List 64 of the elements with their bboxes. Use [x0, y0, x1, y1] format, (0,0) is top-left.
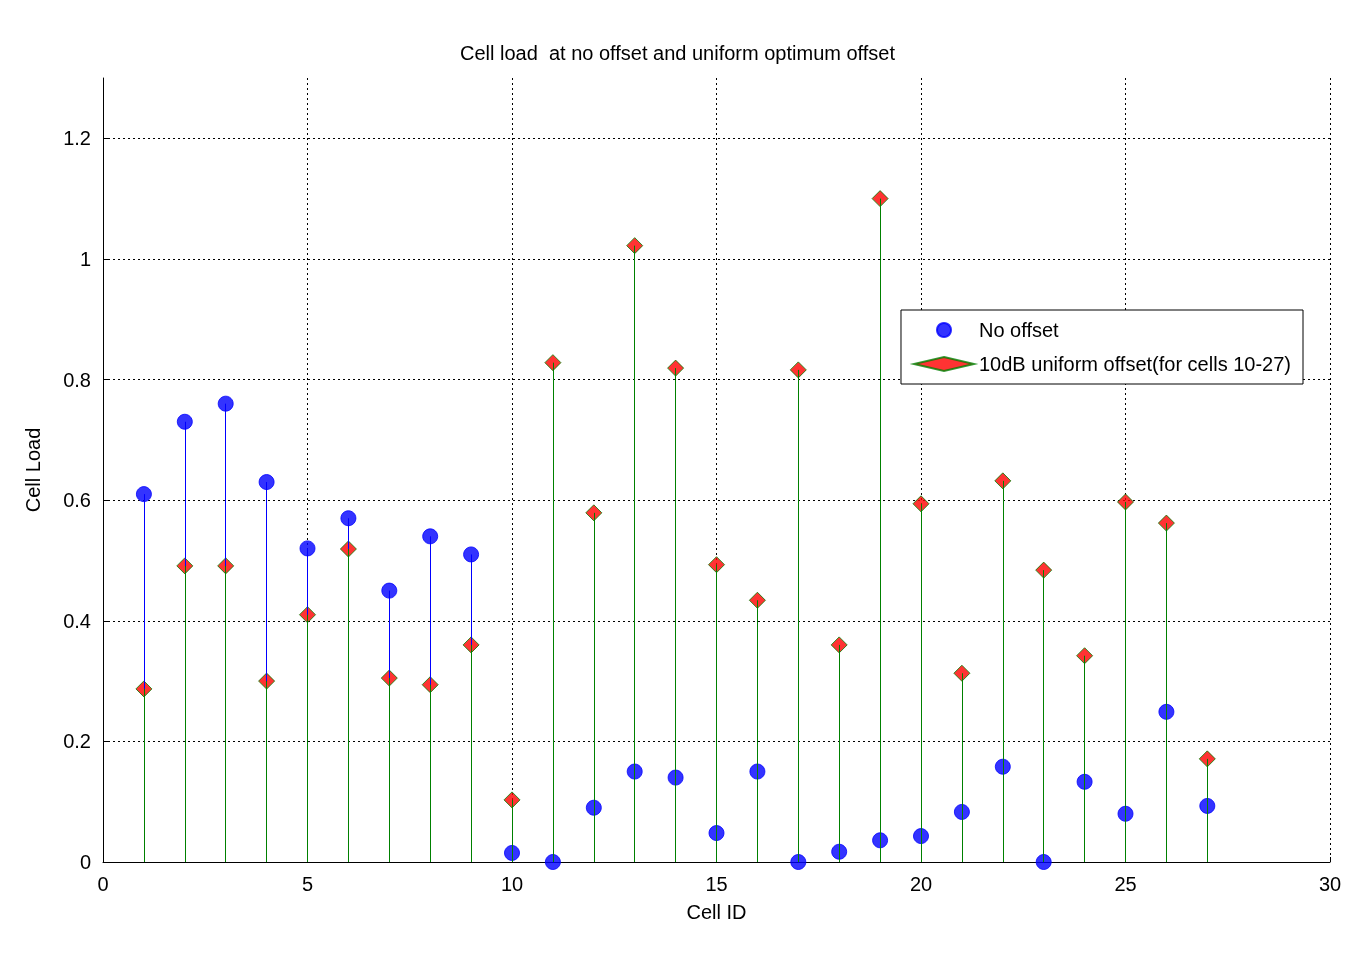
x-tick-label: 5 [301, 873, 314, 895]
point [1076, 773, 1093, 790]
y-tick-label: 1.2 [63, 127, 91, 150]
point [1158, 703, 1175, 720]
point [1035, 561, 1053, 579]
point [1199, 797, 1216, 814]
point [953, 803, 970, 820]
y-tick-label: 0.6 [63, 489, 91, 512]
y-tick-label: 0.4 [63, 609, 91, 632]
point [585, 504, 603, 522]
point [299, 540, 316, 557]
point [176, 413, 193, 430]
point [463, 546, 480, 563]
y-tick-label: 1 [79, 247, 91, 270]
point [748, 591, 766, 609]
x-tick-label: 15 [705, 873, 728, 895]
point [994, 758, 1011, 775]
point [258, 474, 275, 491]
chart-title: Cell load at no offset and uniform optimum offset [459, 42, 896, 64]
point [1117, 805, 1134, 822]
point [585, 799, 602, 816]
y-tick-label: 0.8 [63, 368, 91, 391]
point [708, 825, 725, 842]
point [1076, 647, 1094, 665]
x-tick-label: 25 [1114, 873, 1137, 895]
point [340, 510, 357, 527]
point [544, 854, 561, 870]
point [790, 854, 807, 870]
x-axis-title: Cell ID [686, 901, 747, 923]
point [135, 486, 152, 503]
point [953, 664, 971, 682]
point [749, 763, 766, 780]
point [913, 828, 929, 845]
point [626, 763, 643, 780]
point [667, 359, 685, 377]
point [503, 791, 521, 809]
point [544, 354, 562, 372]
point [626, 237, 644, 255]
point [1157, 514, 1175, 532]
point [504, 844, 520, 861]
point [422, 528, 439, 545]
point [872, 832, 889, 849]
x-tick-label: 20 [909, 873, 933, 895]
point [871, 190, 889, 208]
point [912, 495, 930, 513]
point [708, 556, 725, 574]
y-tick-label: 0.2 [63, 730, 91, 753]
y-tick-label: 0 [79, 851, 91, 873]
point [994, 472, 1012, 490]
legend-label: 10dB uniform offset(for cells 10-27) [979, 353, 1292, 375]
x-tick-label: 0 [97, 873, 109, 895]
point [1035, 854, 1052, 870]
y-axis-title: Cell Load [22, 427, 44, 513]
point [217, 395, 234, 412]
point [831, 843, 848, 860]
x-tick-label: 30 [1318, 873, 1342, 895]
point [789, 361, 807, 379]
point [1198, 750, 1216, 768]
point [667, 769, 684, 786]
point [1117, 493, 1134, 511]
point [381, 582, 398, 599]
x-tick-label: 10 [500, 873, 524, 895]
point [830, 636, 848, 654]
legend-label: No offset [979, 319, 1060, 341]
